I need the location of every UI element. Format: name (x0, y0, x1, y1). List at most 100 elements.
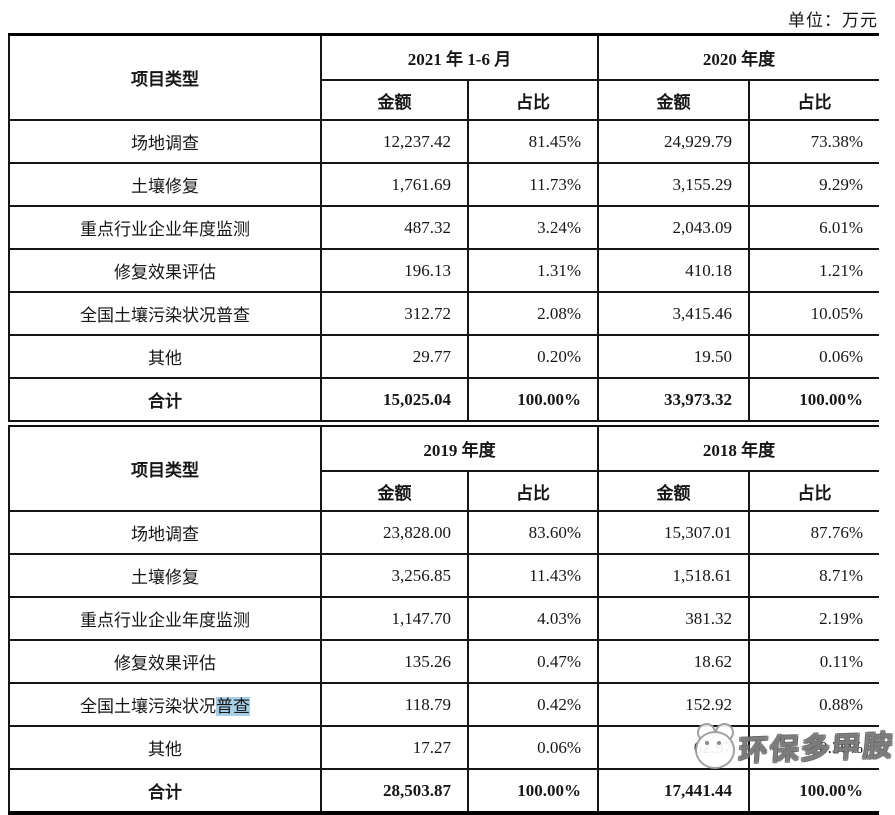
subheader-ratio: 占比 (467, 471, 598, 512)
row-label: 其他 (8, 335, 321, 379)
table-subheader-row: 金额 占比 金额 占比 (9, 471, 879, 512)
cell-amount: 62.97 (597, 726, 749, 770)
row-label: 重点行业企业年度监测 (8, 597, 321, 641)
period-header-2019: 2019 年度 (320, 426, 598, 472)
cell-ratio: 11.43% (467, 554, 598, 598)
cell-amount: 1,761.69 (320, 163, 468, 207)
table-row: 其他 17.27 0.06% 62.97 0.36% (8, 726, 879, 770)
period-header-2021: 2021 年 1-6 月 (319, 34, 599, 81)
table-row: 场地调查 23,828.00 83.60% 15,307.01 87.76% (8, 511, 879, 555)
revenue-table-2019-2018: 项目类型 2019 年度 2018 年度 金额 占比 金额 占比 场地调查 23… (8, 425, 879, 815)
period-header-2020: 2020 年度 (597, 34, 880, 81)
table-row: 土壤修复 3,256.85 11.43% 1,518.61 8.71% (8, 554, 879, 598)
row-label: 其他 (8, 726, 321, 770)
table-row: 修复效果评估 135.26 0.47% 18.62 0.11% (8, 640, 879, 684)
table-row: 其他 29.77 0.20% 19.50 0.06% (8, 335, 880, 379)
cell-ratio: 0.11% (748, 640, 879, 684)
tables-container: 项目类型 2021 年 1-6 月 2020 年度 金额 占比 金额 占比 场地… (8, 33, 880, 815)
cell-ratio: 8.71% (748, 554, 879, 598)
cell-ratio: 6.01% (748, 206, 880, 250)
cell-amount: 410.18 (597, 249, 750, 293)
row-label: 土壤修复 (8, 554, 321, 598)
row-label-prefix: 全国土壤污染状况 (80, 697, 216, 716)
cell-amount: 196.13 (320, 249, 468, 293)
row-label-total: 合计 (8, 769, 321, 815)
cell-amount: 19.50 (597, 335, 750, 379)
cell-ratio: 83.60% (467, 511, 598, 555)
cell-ratio: 10.05% (748, 292, 880, 336)
cell-amount: 3,415.46 (597, 292, 750, 336)
cell-ratio: 87.76% (748, 511, 879, 555)
row-label-total: 合计 (8, 378, 321, 422)
cell-amount: 17,441.44 (597, 769, 749, 815)
cell-amount: 24,929.79 (597, 120, 750, 164)
cell-amount: 29.77 (320, 335, 468, 379)
subheader-amount: 金额 (320, 80, 468, 121)
cell-ratio: 0.47% (467, 640, 598, 684)
table-row: 修复效果评估 196.13 1.31% 410.18 1.21% (8, 249, 880, 293)
table-total-row: 合计 15,025.04 100.00% 33,973.32 100.00% (8, 378, 880, 422)
cell-amount: 118.79 (320, 683, 468, 727)
cell-amount: 28,503.87 (320, 769, 468, 815)
cell-amount: 33,973.32 (597, 378, 750, 422)
cell-ratio: 4.03% (467, 597, 598, 641)
cell-amount: 487.32 (320, 206, 468, 250)
period-header-2018: 2018 年度 (597, 426, 879, 472)
row-header-project-type: 项目类型 (8, 34, 321, 121)
row-label-with-highlight: 全国土壤污染状况普查 (8, 683, 321, 727)
subheader-ratio: 占比 (748, 471, 879, 512)
table-row: 场地调查 12,237.42 81.45% 24,929.79 73.38% (8, 120, 880, 164)
cell-ratio: 0.36% (748, 726, 879, 770)
cell-amount: 2,043.09 (597, 206, 750, 250)
subheader-amount: 金额 (597, 471, 749, 512)
subheader-ratio: 占比 (748, 80, 880, 121)
row-label: 场地调查 (8, 511, 321, 555)
cell-ratio: 100.00% (467, 769, 598, 815)
subheader-ratio: 占比 (466, 80, 599, 121)
cell-ratio: 1.21% (748, 249, 880, 293)
unit-label: 单位：万元 (788, 11, 878, 30)
table-header-row: 项目类型 2021 年 1-6 月 2020 年度 (8, 34, 880, 121)
cell-ratio: 2.19% (748, 597, 879, 641)
cell-ratio: 3.24% (466, 206, 599, 250)
cell-amount: 18.62 (597, 640, 749, 684)
highlighted-text: 普查 (216, 697, 250, 716)
cell-amount: 312.72 (320, 292, 468, 336)
cell-ratio: 0.20% (466, 335, 599, 379)
table-row: 重点行业企业年度监测 1,147.70 4.03% 381.32 2.19% (8, 597, 879, 641)
row-label: 重点行业企业年度监测 (8, 206, 321, 250)
cell-amount: 381.32 (597, 597, 749, 641)
cell-ratio: 2.08% (466, 292, 599, 336)
cell-ratio: 0.06% (748, 335, 880, 379)
table-row: 全国土壤污染状况普查 118.79 0.42% 152.92 0.88% (8, 683, 879, 727)
cell-ratio: 1.31% (466, 249, 599, 293)
cell-amount: 12,237.42 (320, 120, 468, 164)
cell-amount: 152.92 (597, 683, 749, 727)
row-label: 全国土壤污染状况普查 (8, 292, 321, 336)
table-row: 土壤修复 1,761.69 11.73% 3,155.29 9.29% (8, 163, 880, 207)
cell-ratio: 0.88% (748, 683, 879, 727)
row-header-project-type: 项目类型 (8, 426, 321, 512)
cell-ratio: 9.29% (748, 163, 880, 207)
table-row: 重点行业企业年度监测 487.32 3.24% 2,043.09 6.01% (8, 206, 880, 250)
table-header-row: 项目类型 2019 年度 2018 年度 (8, 426, 879, 512)
table-total-row: 合计 28,503.87 100.00% 17,441.44 100.00% (8, 769, 879, 815)
cell-ratio: 73.38% (748, 120, 880, 164)
row-label: 土壤修复 (8, 163, 321, 207)
row-label: 修复效果评估 (8, 249, 321, 293)
cell-ratio: 100.00% (748, 378, 880, 422)
cell-ratio: 81.45% (466, 120, 599, 164)
cell-amount: 17.27 (320, 726, 468, 770)
cell-ratio: 11.73% (466, 163, 599, 207)
cell-amount: 1,518.61 (597, 554, 749, 598)
subheader-amount: 金额 (320, 471, 468, 512)
cell-amount: 1,147.70 (320, 597, 468, 641)
cell-ratio: 0.42% (467, 683, 598, 727)
cell-ratio: 100.00% (748, 769, 879, 815)
cell-amount: 15,307.01 (597, 511, 749, 555)
table-subheader-row: 金额 占比 金额 占比 (9, 80, 880, 121)
subheader-amount: 金额 (597, 80, 750, 121)
row-label: 场地调查 (8, 120, 321, 164)
row-label: 修复效果评估 (8, 640, 321, 684)
cell-amount: 15,025.04 (320, 378, 468, 422)
